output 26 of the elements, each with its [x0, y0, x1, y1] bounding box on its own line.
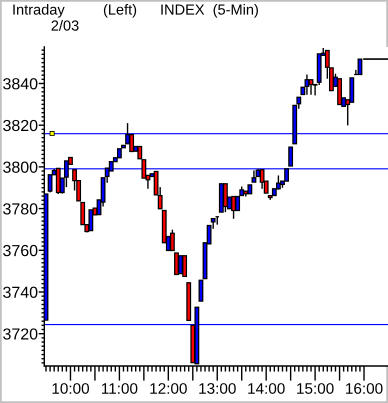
candlestick — [48, 174, 53, 194]
y-tick-label: 3800 — [3, 162, 38, 173]
chart-title: Intraday — [13, 4, 65, 18]
text: (Left) — [104, 4, 136, 18]
x-tick-label: 11:00 — [102, 383, 138, 394]
x-tick-label: 10:00 — [52, 383, 89, 394]
y-tick-label: 3740 — [3, 286, 38, 298]
y-tick-label: 3820 — [3, 120, 38, 132]
candlestick — [222, 183, 228, 213]
chart-subtitle: 2/03 — [52, 20, 79, 31]
y-tick-label: 3720 — [3, 328, 38, 340]
y-tick-label: 3760 — [3, 244, 38, 256]
x-tick-label: 12:00 — [150, 383, 187, 394]
x-tick-label: 13:00 — [199, 383, 236, 394]
candlestick — [308, 79, 314, 96]
x-tick-label: 14:00 — [248, 383, 285, 394]
candlestick — [304, 74, 310, 96]
x-tick-label: 16:00 — [346, 383, 383, 394]
candlestick — [129, 134, 134, 152]
candlestick — [178, 255, 183, 274]
y-tick-label: 3840 — [3, 78, 38, 90]
x-tick-label: 15:00 — [297, 383, 334, 394]
candlestick — [182, 255, 188, 277]
candlestick — [88, 209, 94, 232]
y-tick-label: 3780 — [3, 203, 38, 215]
text: INDEX (5-Min) — [161, 4, 258, 18]
